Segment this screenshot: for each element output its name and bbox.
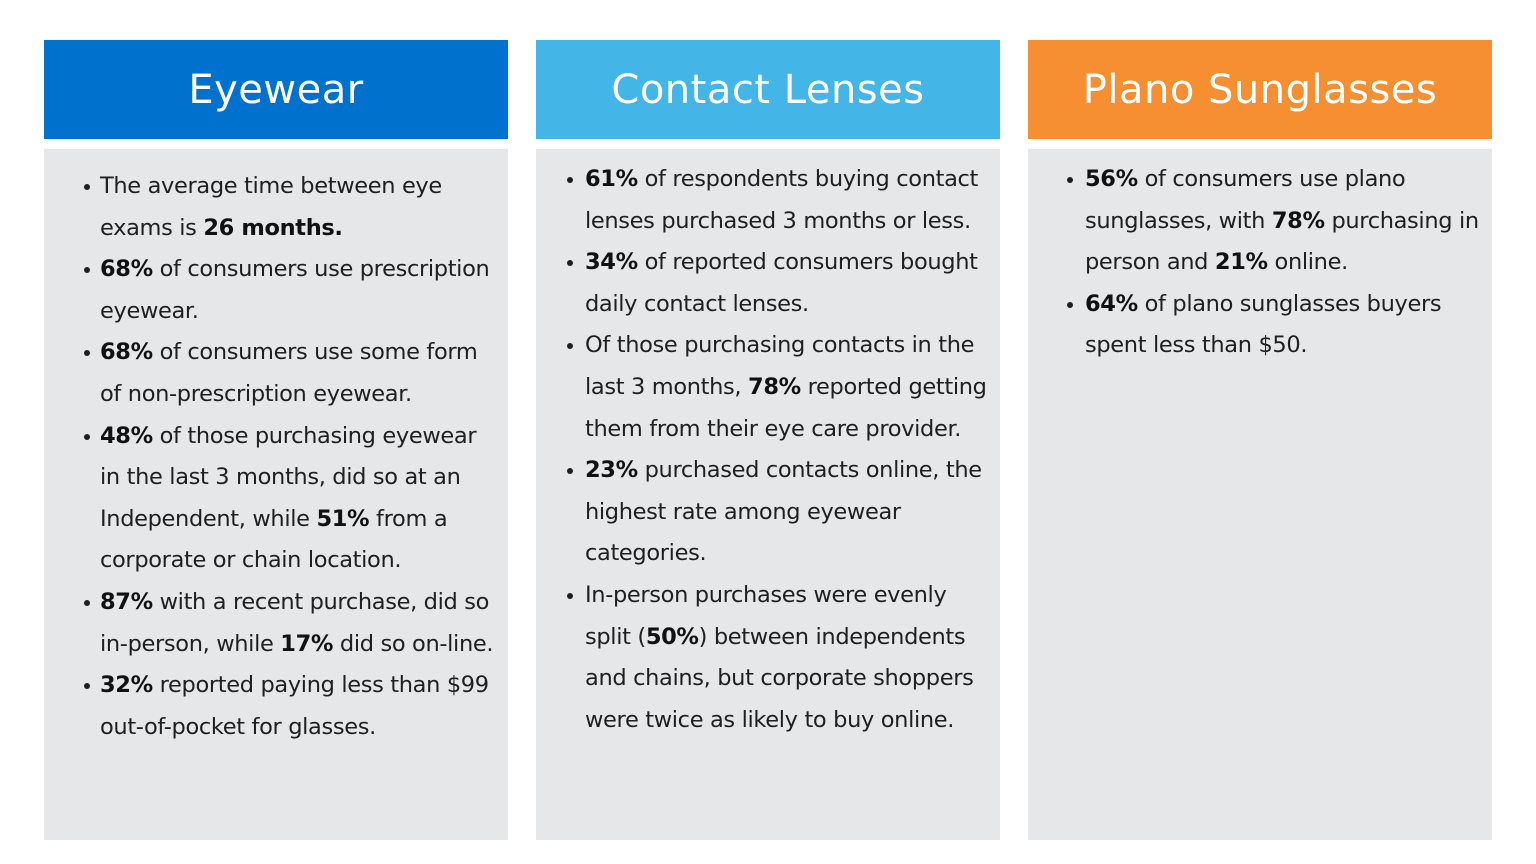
bullet-dot-icon — [84, 184, 90, 190]
list-item: 48% of those purchasing eyewear in the l… — [44, 416, 508, 582]
list-item: 34% of reported consumers bought daily c… — [536, 242, 1000, 325]
bullet-list: 56% of consumers use plano sunglasses, w… — [1028, 159, 1492, 367]
highlight-stat: 61% — [585, 166, 638, 192]
bullet-text: The average time between eye exams is — [100, 173, 442, 241]
bullet-text: of plano sunglasses buyers spent less th… — [1085, 290, 1442, 359]
bullet-dot-icon — [567, 592, 573, 599]
highlight-stat: 64% — [1085, 290, 1138, 317]
bullet-text: ) between independents and chains, but c… — [585, 623, 974, 733]
highlight-stat: 51% — [316, 505, 370, 532]
highlight-stat: 68% — [100, 339, 153, 366]
list-item: 23% purchased contacts online, the highe… — [536, 450, 1000, 575]
bullet-text: of consumers use some form of non-prescr… — [100, 339, 478, 407]
bullet-text: of consumers use prescription eyewear. — [100, 256, 490, 324]
list-item: 87% with a recent purchase, did so in-pe… — [44, 582, 508, 665]
bullet-dot-icon — [567, 343, 573, 350]
list-item: 68% of consumers use prescription eyewea… — [44, 249, 508, 332]
bullet-dot-icon — [567, 260, 573, 267]
bullet-dot-icon — [84, 599, 90, 606]
column-title: Eyewear — [188, 66, 364, 113]
bullet-dot-icon — [84, 433, 90, 440]
bullet-dot-icon — [567, 468, 573, 475]
contact-lenses-header: Contact Lenses — [536, 40, 1000, 139]
bullet-text: of reported consumers bought daily conta… — [585, 249, 978, 317]
eyewear-header: Eyewear — [44, 40, 508, 139]
highlight-stat: 34% — [585, 249, 638, 276]
bullet-list: 61% of respondents buying contact lenses… — [536, 159, 1000, 741]
bullet-list: The average time between eye exams is 26… — [44, 166, 508, 748]
list-item: 68% of consumers use some form of non-pr… — [44, 332, 508, 415]
highlight-stat: 78% — [1271, 207, 1325, 234]
highlight-stat: 32% — [100, 672, 153, 699]
highlight-stat: 68% — [100, 256, 153, 283]
bullet-dot-icon — [567, 177, 573, 183]
plano-sunglasses-column: Plano Sunglasses 56% of consumers use pl… — [1028, 40, 1492, 840]
list-item: In-person purchases were evenly split (5… — [536, 575, 1000, 741]
bullet-text: did so on-line. — [333, 630, 494, 657]
bullet-text: from a corporate or chain location. — [100, 505, 448, 574]
highlight-stat: 48% — [100, 422, 153, 449]
list-item: 56% of consumers use plano sunglasses, w… — [1028, 159, 1492, 284]
bullet-dot-icon — [84, 683, 90, 690]
bullet-text: with a recent purchase, did so in-person… — [100, 588, 490, 657]
bullet-dot-icon — [1067, 301, 1073, 308]
column-title: Contact Lenses — [611, 66, 925, 113]
bullet-text: reported getting them from their eye car… — [585, 373, 987, 442]
bullet-dot-icon — [84, 350, 90, 357]
eyewear-column: Eyewear The average time between eye exa… — [44, 40, 508, 840]
bullet-text: reported paying less than $99 out-of-poc… — [100, 672, 489, 740]
column-title: Plano Sunglasses — [1082, 66, 1438, 113]
bullet-text: Of those purchasing contacts in the last… — [585, 332, 975, 400]
highlight-stat: 87% — [100, 588, 153, 615]
highlight-stat: 56% — [1085, 166, 1138, 192]
highlight-stat: 78% — [748, 373, 801, 400]
highlight-stat: 17% — [280, 630, 334, 657]
highlight-stat: 50% — [645, 623, 699, 650]
bullet-text: of consumers use plano sunglasses, with — [1085, 166, 1406, 234]
plano-sunglasses-header: Plano Sunglasses — [1028, 40, 1492, 139]
bullet-text: purchased contacts online, the highest r… — [585, 457, 982, 567]
bullet-dot-icon — [84, 267, 90, 274]
highlight-stat: 21% — [1214, 249, 1268, 276]
list-item: 61% of respondents buying contact lenses… — [536, 159, 1000, 242]
eyewear-panel: The average time between eye exams is 26… — [44, 149, 508, 840]
list-item: 32% reported paying less than $99 out-of… — [44, 665, 508, 748]
list-item: The average time between eye exams is 26… — [44, 166, 508, 249]
contact-lenses-panel: 61% of respondents buying contact lenses… — [536, 149, 1000, 840]
bullet-text: online. — [1267, 249, 1349, 276]
plano-sunglasses-panel: 56% of consumers use plano sunglasses, w… — [1028, 149, 1492, 840]
bullet-dot-icon — [1067, 177, 1073, 183]
highlight-stat: 26 months. — [203, 214, 343, 241]
list-item: Of those purchasing contacts in the last… — [536, 325, 1000, 450]
contact-lenses-column: Contact Lenses 61% of respondents buying… — [536, 40, 1000, 840]
bullet-text: purchasing in person and — [1085, 207, 1479, 276]
list-item: 64% of plano sunglasses buyers spent les… — [1028, 284, 1492, 367]
highlight-stat: 23% — [585, 457, 638, 484]
bullet-text: of respondents buying contact lenses pur… — [585, 166, 979, 234]
bullet-text: of those purchasing eyewear in the last … — [100, 422, 477, 532]
bullet-text: In-person purchases were evenly split ( — [585, 581, 947, 650]
